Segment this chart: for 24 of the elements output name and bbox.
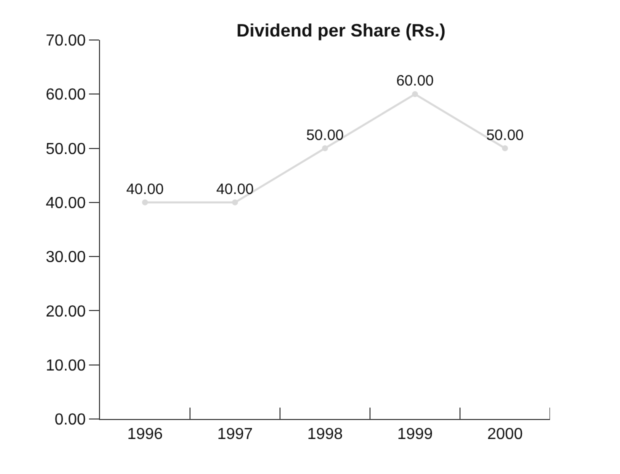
- y-tick-label: 40.00: [46, 195, 86, 212]
- point: [412, 91, 418, 98]
- y-tick-label: 50.00: [46, 140, 86, 158]
- x-tick-label: 1996: [127, 426, 163, 444]
- data-label: 40.00: [216, 180, 254, 198]
- data-label: 50.00: [306, 126, 344, 144]
- x-tick-label: 1997: [217, 426, 253, 444]
- point: [502, 145, 508, 152]
- y-tick-label: 10.00: [46, 357, 86, 374]
- y-tick-label: 70.00: [46, 32, 86, 50]
- data-label: 50.00: [486, 126, 524, 144]
- y-tick-label: 0.00: [54, 412, 86, 429]
- point: [322, 145, 328, 152]
- chart-title: Dividend per Share (Rs.): [236, 20, 446, 40]
- point: [232, 199, 238, 206]
- x-tick-label: 2000: [487, 426, 523, 444]
- data-label: 40.00: [126, 180, 164, 198]
- y-tick-label: 20.00: [46, 303, 86, 320]
- y-tick-label: 30.00: [46, 249, 86, 266]
- y-tick-label: 60.00: [46, 86, 86, 104]
- x-tick-label: 1999: [397, 426, 433, 444]
- x-tick-label: 1998: [307, 426, 343, 444]
- data-label: 60.00: [396, 72, 434, 90]
- point: [142, 199, 148, 206]
